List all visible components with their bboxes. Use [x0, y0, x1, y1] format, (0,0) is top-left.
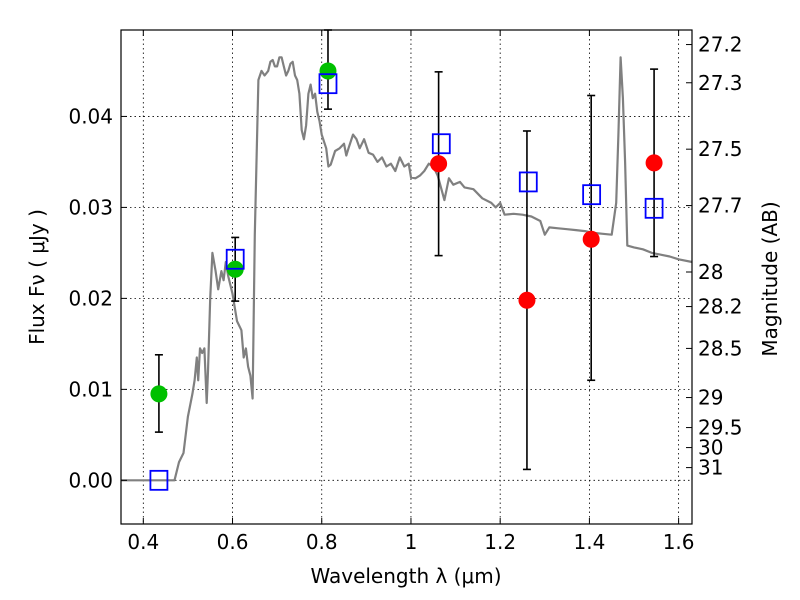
y2-tick-label: 27.5	[698, 137, 743, 161]
y-tick-label: 0.01	[68, 377, 113, 401]
ticks: 0.4 0.6 0.8 1 1.2 1.4 1.6 0.00 0.01 0.02 0.03 0.04 2…	[68, 30, 743, 554]
blue-square-point	[318, 73, 338, 95]
x-tick-label: 1.6	[663, 530, 695, 554]
markers	[149, 62, 664, 491]
y-tick-label: 0.00	[68, 468, 113, 492]
y2-tick-label: 27.7	[698, 194, 743, 218]
blue-square-point	[644, 197, 664, 219]
blue-square-point	[431, 133, 451, 155]
blue-square-point	[518, 171, 538, 193]
x-tick-label: 0.4	[127, 530, 159, 554]
x-tick-label: 1.2	[484, 530, 516, 554]
y2-tick-label: 27.3	[698, 71, 743, 95]
green-circle-point	[150, 385, 168, 403]
x-axis-title: Wavelength λ (μm)	[310, 564, 501, 588]
y2-tick-label: 31	[698, 456, 723, 480]
green-circle-point	[319, 62, 337, 80]
red-circle-point	[582, 230, 600, 248]
red-circle-point	[518, 291, 536, 309]
red-circle-point	[645, 154, 663, 172]
x-tick-label: 1	[405, 530, 418, 554]
y2-tick-label: 28.5	[698, 336, 743, 360]
y2-axis-title: Magnitude (AB)	[758, 201, 782, 356]
y2-tick-label: 29	[698, 386, 723, 410]
red-circle-point	[430, 155, 448, 173]
x-tick-label: 0.6	[217, 530, 249, 554]
blue-square-point	[582, 184, 602, 206]
blue-square-point	[225, 248, 245, 270]
y2-tick-label: 28	[698, 260, 723, 284]
x-tick-label: 0.8	[306, 530, 338, 554]
plot-frame	[120, 29, 693, 525]
model-spectrum	[121, 56, 693, 482]
x-tick-label: 1.4	[573, 530, 605, 554]
y-tick-label: 0.04	[68, 104, 113, 128]
y-axis-title: Flux Fν ( μJy )	[25, 209, 49, 345]
y2-tick-label: 27.2	[698, 33, 743, 57]
y-tick-label: 0.03	[68, 195, 113, 219]
grid	[121, 30, 692, 524]
model-spectrum-line	[121, 56, 693, 482]
y2-tick-label: 28.2	[698, 295, 743, 319]
y2-tick-label: 30	[698, 436, 723, 460]
blue-square-point	[149, 469, 169, 491]
y2-tick-label: 29.5	[698, 416, 743, 440]
y-tick-label: 0.02	[68, 286, 113, 310]
